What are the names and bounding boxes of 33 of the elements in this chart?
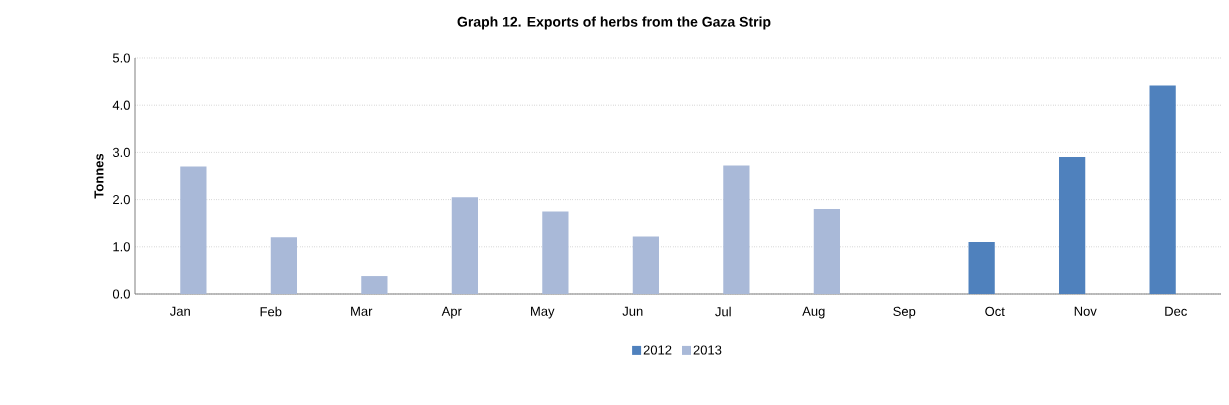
x-tick-label: Jun <box>622 306 643 316</box>
bar <box>542 211 569 294</box>
chart-title: Graph 12. Exports of herbs from the Gaza Strip <box>457 16 771 30</box>
bar <box>361 276 388 294</box>
legend-label: 2012 <box>643 345 672 355</box>
y-tick-label: 3.0 <box>112 147 130 157</box>
bar <box>180 166 207 294</box>
bar <box>723 165 750 294</box>
x-tick-label: Apr <box>441 306 462 319</box>
x-tick-label: Dec <box>1165 306 1187 316</box>
y-tick-label: 0.0 <box>112 289 130 299</box>
legend-label: 2013 <box>693 345 722 355</box>
x-tick-label: Nov <box>1074 306 1097 316</box>
bar <box>1149 85 1176 294</box>
x-tick-label: Mar <box>351 306 373 316</box>
bar <box>813 209 841 294</box>
y-tick-label: 2.0 <box>113 195 130 205</box>
x-tick-label: Oct <box>985 306 1005 316</box>
x-tick-label: Sep <box>893 306 916 319</box>
x-tick-label: Jul <box>715 306 731 317</box>
x-tick-label: Jan <box>169 306 190 316</box>
x-tick-label: Aug <box>802 306 825 319</box>
y-tick-label: 5.0 <box>112 53 130 63</box>
bar <box>968 242 995 294</box>
bar <box>1059 157 1086 294</box>
y-tick-label: 4.0 <box>112 100 130 110</box>
y-axis-title: Tonnes <box>94 153 104 199</box>
bar <box>632 236 660 294</box>
x-tick-label: May <box>531 306 555 319</box>
y-tick-label: 1.0 <box>113 242 130 252</box>
bar <box>270 237 297 294</box>
x-tick-label: Feb <box>260 306 282 317</box>
bar <box>451 197 478 294</box>
